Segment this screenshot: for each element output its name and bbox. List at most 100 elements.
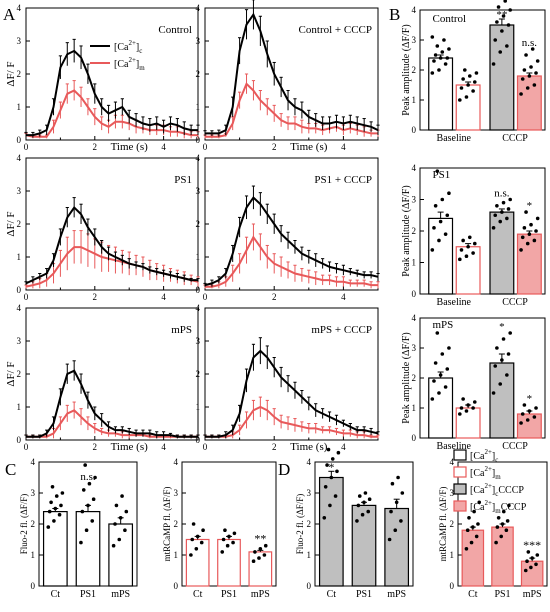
data-point <box>443 232 448 236</box>
bar <box>318 476 344 587</box>
legend-label-mito-sup: 2+ <box>128 56 136 64</box>
data-point <box>527 409 532 413</box>
legend-label-base: [Ca <box>470 485 485 496</box>
data-point <box>504 528 509 532</box>
data-point <box>438 219 443 224</box>
legend-label: [Ca2+]cCCCP <box>470 482 524 498</box>
panel-letter-a: A <box>3 5 16 24</box>
bar <box>489 362 515 439</box>
data-point <box>525 559 529 563</box>
panel-title: PS1 + CCCP <box>314 174 372 186</box>
series-mito <box>203 223 380 289</box>
y-tick-label: 4 <box>412 313 417 323</box>
data-point <box>472 509 476 514</box>
bar <box>384 507 410 587</box>
data-point <box>437 68 441 72</box>
x-tick-label: 2 <box>93 292 98 302</box>
data-point <box>447 47 451 51</box>
legend-label-suffix: CCCP <box>498 485 524 496</box>
significance-label: * <box>328 460 334 474</box>
bar <box>516 75 542 131</box>
y-axis-label: Fluo-2 fl. (ΔF/F) <box>295 494 305 555</box>
significance-label: n.s. <box>80 471 96 483</box>
y-axis-label: ΔF/ F <box>5 61 17 86</box>
data-point <box>530 47 535 51</box>
data-point <box>464 95 469 99</box>
data-point <box>111 543 116 548</box>
data-point <box>477 500 482 505</box>
y-tick-label: 4 <box>450 457 455 467</box>
y-axis-label: Peak amplitude (ΔF/F) <box>401 24 412 115</box>
data-point <box>433 53 438 57</box>
legend-label-mito-base: [Ca <box>114 59 129 70</box>
group-label: Baseline <box>437 133 472 144</box>
data-point <box>447 191 451 195</box>
y-tick-label: 0 <box>196 435 201 445</box>
data-point <box>445 56 450 60</box>
line-chart-3: 0 1 2 3 4 0 2 4 PS1 + CCCP <box>196 153 380 302</box>
group-label: CCCP <box>502 133 528 144</box>
data-point <box>430 71 435 75</box>
data-point <box>491 62 496 66</box>
y-tick-label: 4 <box>412 5 417 15</box>
data-point <box>435 44 440 48</box>
data-point <box>496 5 501 9</box>
data-point <box>333 494 338 498</box>
category-label: PS1 <box>356 589 372 600</box>
y-tick-label: 0 <box>307 581 312 591</box>
panel-title: PS1 <box>174 174 192 186</box>
legend-label-sub: m <box>495 473 501 481</box>
data-point <box>49 500 53 505</box>
y-tick-label: 2 <box>412 65 417 75</box>
y-tick-label: 3 <box>174 488 179 498</box>
data-point <box>335 469 339 474</box>
series-line <box>26 409 198 438</box>
x-tick-label: 0 <box>24 442 29 452</box>
data-point <box>535 553 540 557</box>
y-axis-label: Peak amplitude (ΔF/F) <box>401 332 412 423</box>
y-tick-label: 0 <box>17 135 22 145</box>
data-point <box>325 463 329 467</box>
data-point <box>495 204 499 208</box>
y-tick-label: 1 <box>17 252 22 262</box>
data-point <box>190 537 195 542</box>
legend-label-sub: c <box>495 456 498 464</box>
data-point <box>474 71 479 75</box>
data-point <box>505 519 510 523</box>
data-point <box>520 235 525 240</box>
data-point <box>84 528 89 532</box>
y-tick-label: 2 <box>450 519 455 529</box>
data-point <box>476 522 480 526</box>
bar-chart-9: 0 1 2 3 4 Fluo-2 fl. (ΔF/F) Ct PS1 mPS n.s. <box>19 457 138 600</box>
x-tick-label: 0 <box>203 442 208 452</box>
data-point <box>525 86 530 90</box>
y-tick-label: 0 <box>412 125 417 135</box>
legend-label-close: ] <box>492 485 495 496</box>
series-line <box>25 246 199 288</box>
data-point <box>471 406 475 410</box>
legend-label-cyto-sup: 2+ <box>128 39 136 47</box>
data-point <box>471 525 475 529</box>
data-point <box>461 77 465 81</box>
data-point <box>430 35 435 39</box>
data-point <box>472 241 477 246</box>
data-point <box>363 491 368 495</box>
y-axis-label: mtRCaMP fl. (ΔF/F) <box>162 487 172 562</box>
line-chart-4: 0 1 2 3 4 0 2 4 Time (s) ΔF/ F mPS <box>5 303 200 453</box>
line-chart-5: 0 1 2 3 4 0 2 4 Time (s) mPS + CCCP <box>196 303 380 453</box>
bar-chart-7: 0 1 2 3 4 Peak amplitude (ΔF/F) PS1 n.s. * Baseli… <box>401 163 546 308</box>
data-point <box>323 485 328 489</box>
bar <box>455 84 481 131</box>
data-point <box>53 506 58 511</box>
data-point <box>534 229 538 233</box>
series-cyto <box>24 38 200 138</box>
x-axis-label: Time (s) <box>290 141 328 153</box>
y-axis-label: ΔF/ F <box>5 211 17 236</box>
y-tick-label: 4 <box>17 303 22 313</box>
bar-chart-10: 0 1 2 3 4 mtRCaMP fl. (ΔF/F) Ct PS1 mPS ** <box>162 457 277 600</box>
significance-label: * <box>499 321 505 333</box>
data-point <box>432 379 436 383</box>
data-point <box>223 528 227 532</box>
category-label: Ct <box>51 589 61 600</box>
data-point <box>464 254 469 258</box>
